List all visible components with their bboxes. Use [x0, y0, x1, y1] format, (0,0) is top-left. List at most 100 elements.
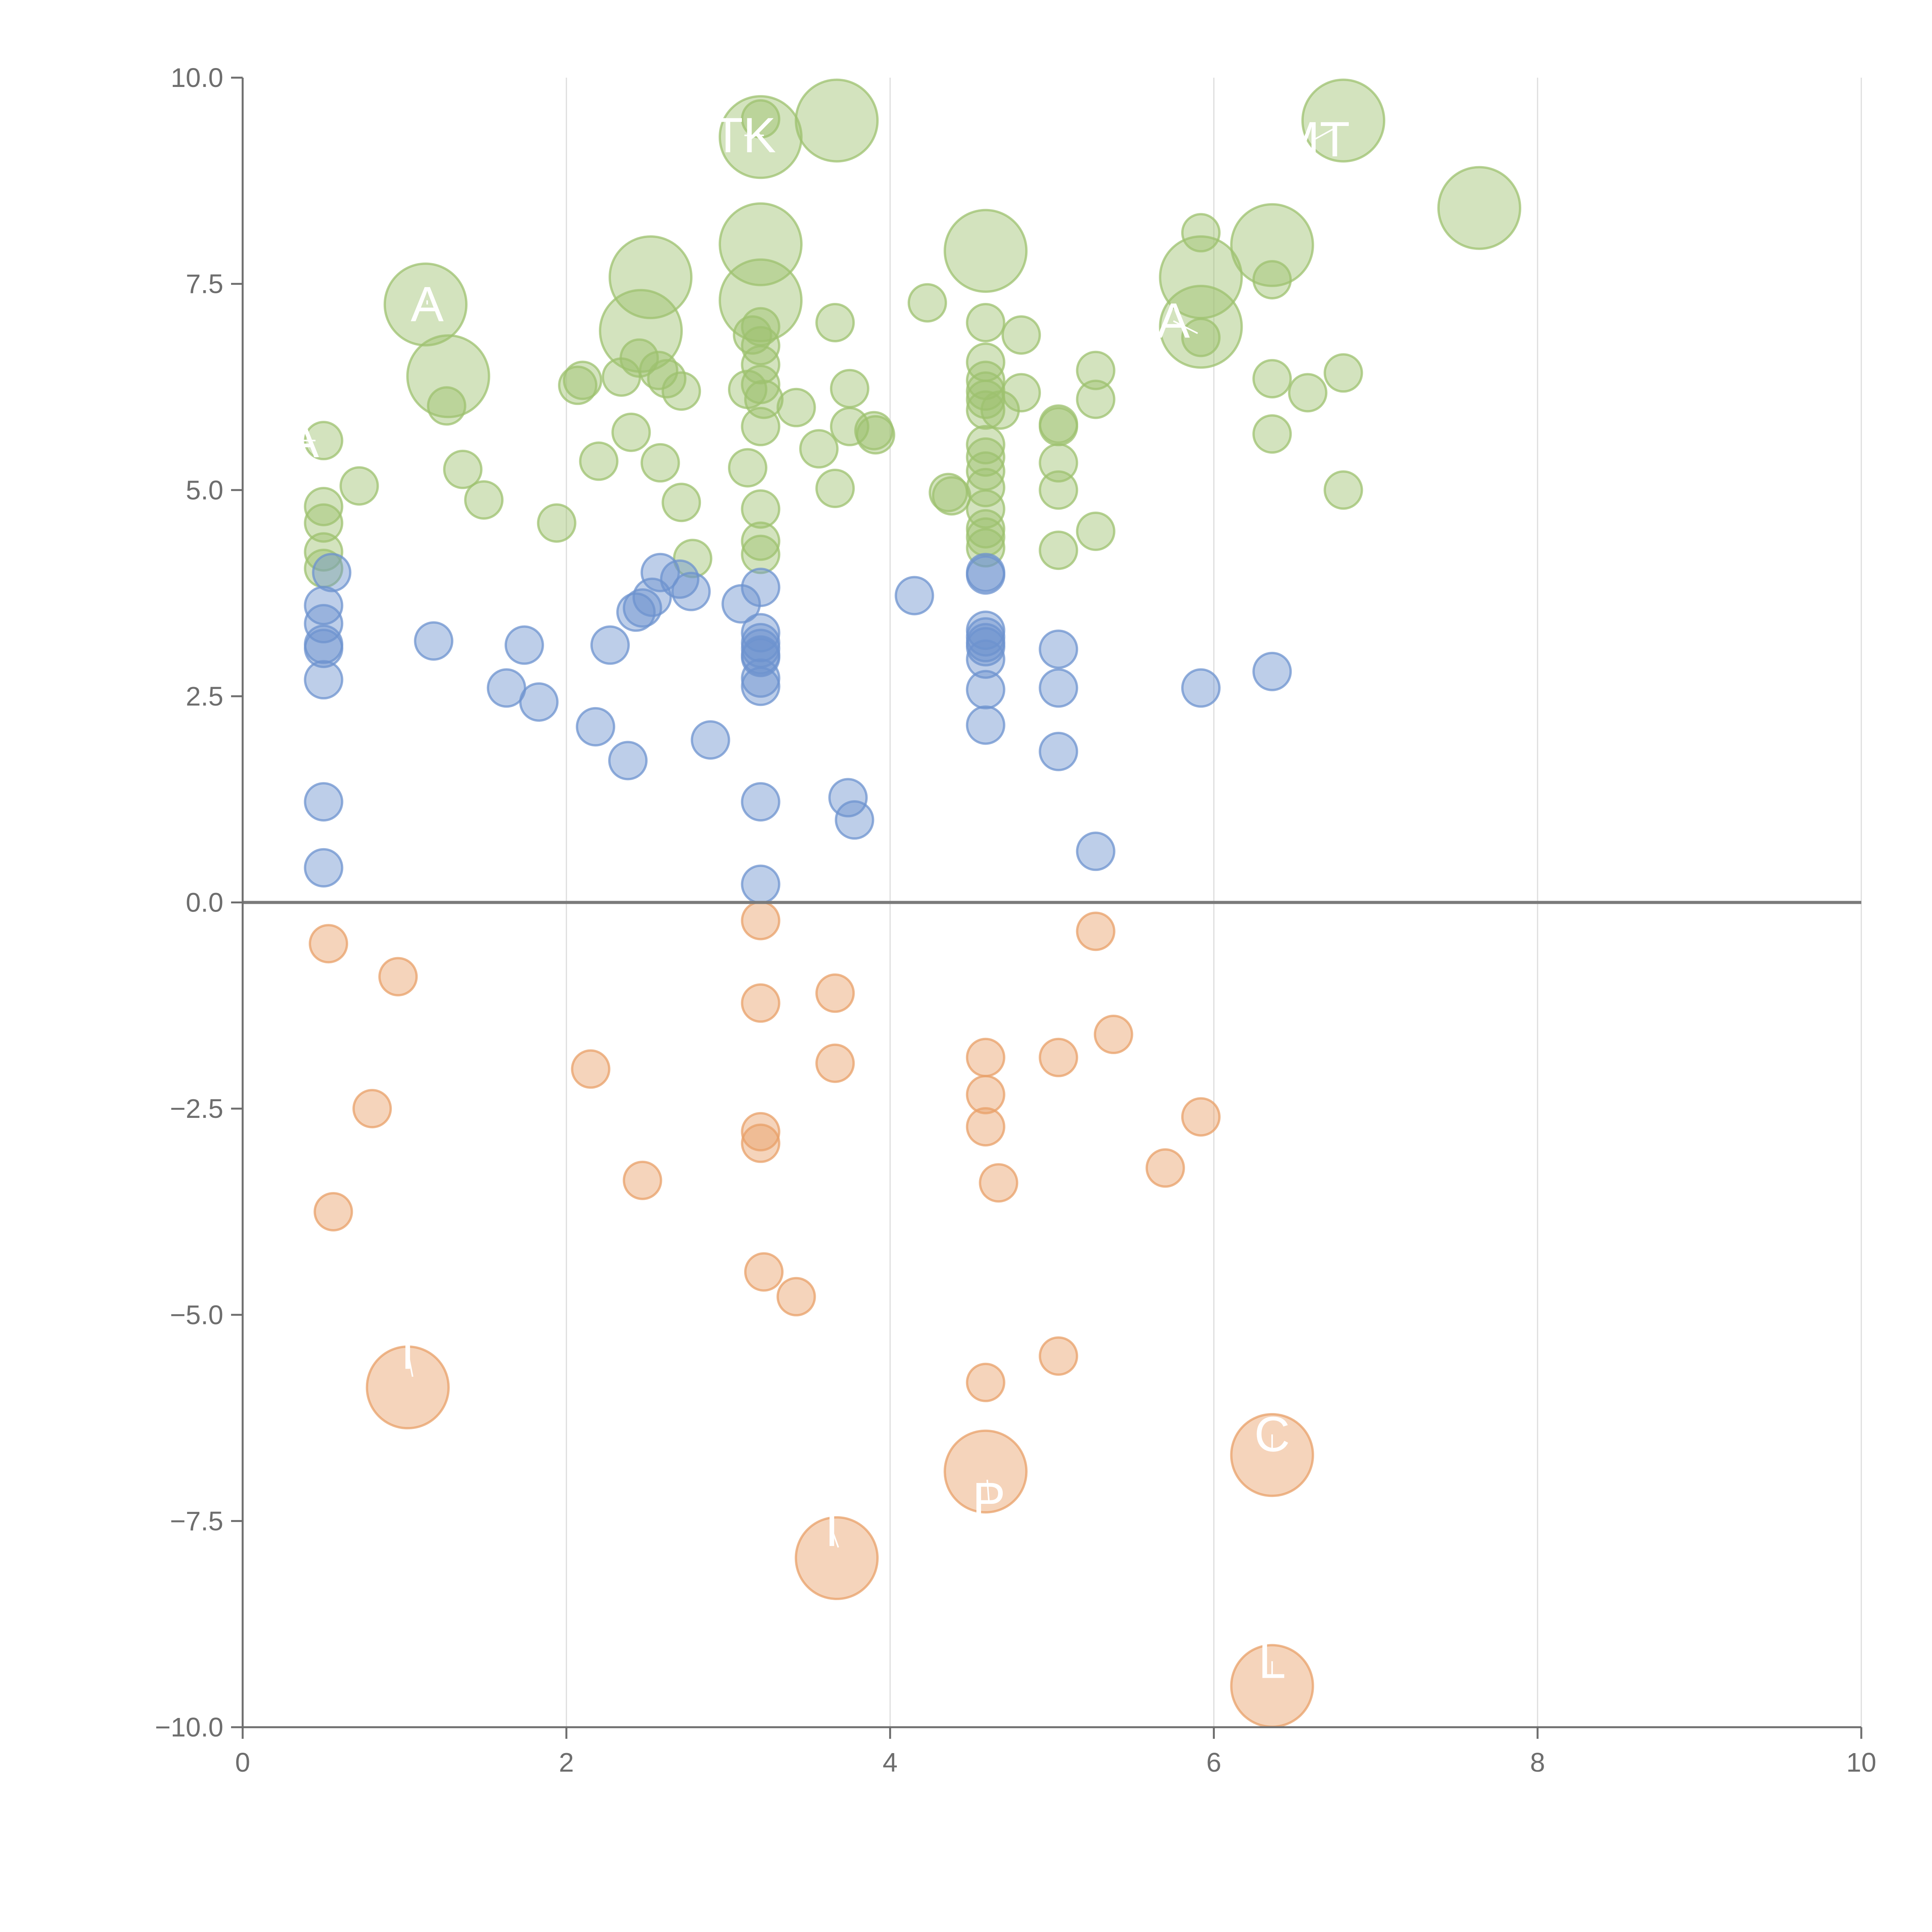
- bubble-blue-34: [835, 800, 874, 840]
- bubble-orange-26: [1145, 1148, 1185, 1188]
- bubble-green-7: [406, 334, 490, 418]
- y-tick-label-2: 5.0: [186, 475, 223, 505]
- bubble-green-55: [966, 303, 1005, 342]
- bubble-green-6: [383, 262, 468, 347]
- bubble-blue-47: [1039, 731, 1078, 771]
- bubble-green-75: [1039, 470, 1078, 510]
- bubble-orange-6: [622, 1160, 662, 1200]
- bubble-blue-4: [304, 629, 344, 668]
- bubble-green-3: [304, 532, 344, 572]
- bubble-green-37: [741, 406, 781, 446]
- bubble-green-50: [855, 415, 895, 455]
- bubble-green-88: [1288, 373, 1328, 413]
- bubble-green-5: [339, 466, 379, 506]
- bubble-green-11: [537, 503, 577, 543]
- bubble-orange-1: [378, 957, 418, 997]
- bubble-green-23: [662, 371, 701, 411]
- bubble-orange-14: [815, 1043, 855, 1083]
- bubble-orange-24: [1076, 912, 1116, 951]
- y-tick-label-6: −5.0: [170, 1300, 223, 1330]
- bubble-blue-15: [616, 592, 656, 632]
- x-tick-label-2: 4: [883, 1747, 898, 1777]
- annotation-label-1: MT: [1279, 112, 1350, 167]
- y-tick-label-3: 2.5: [186, 681, 223, 711]
- bubble-green-44: [815, 303, 855, 342]
- bubble-blue-31: [741, 782, 781, 822]
- bubble-blue-46: [1039, 668, 1078, 708]
- bubble-orange-11: [744, 1252, 784, 1292]
- bubble-green-90: [1323, 353, 1363, 393]
- bubble-blue-21: [690, 720, 730, 760]
- bubble-blue-20: [671, 571, 711, 611]
- bubble-green-9: [443, 449, 483, 489]
- bubble-orange-3: [313, 1192, 353, 1231]
- bubble-blue-7: [304, 848, 344, 888]
- bubble-green-27: [718, 95, 803, 179]
- bubble-green-13: [563, 361, 602, 400]
- bubble-orange-16: [966, 1037, 1005, 1077]
- bubble-green-46: [794, 78, 879, 163]
- x-tick-label-3: 6: [1206, 1747, 1221, 1777]
- bubble-orange-21: [944, 1429, 1028, 1514]
- annotation-leader-5: [407, 1352, 413, 1377]
- bubble-blue-33: [828, 778, 868, 818]
- bubble-blue-6: [304, 782, 344, 822]
- bubble-blue-42: [966, 639, 1005, 679]
- bubble-orange-7: [741, 901, 781, 940]
- bubble-green-66: [966, 489, 1005, 529]
- bubble-blue-23: [741, 568, 781, 607]
- bubble-green-41: [741, 534, 781, 574]
- bubble-green-42: [776, 388, 816, 427]
- bubble-green-2: [304, 503, 344, 543]
- bubble-green-8: [427, 386, 466, 426]
- y-tick-label-7: −7.5: [170, 1506, 223, 1536]
- bubble-blue-44: [966, 705, 1005, 745]
- bubble-blue-43: [966, 670, 1005, 709]
- bubble-green-91: [1323, 470, 1363, 510]
- bubble-green-51: [907, 283, 947, 323]
- annotation-leader-6: [831, 1529, 839, 1548]
- bubble-green-63: [966, 437, 1005, 477]
- bubble-green-87: [1252, 414, 1292, 454]
- bubble-blue-5: [304, 660, 344, 700]
- bubble-blue-17: [632, 577, 672, 617]
- bubble-orange-20: [966, 1362, 1005, 1402]
- bubble-blue-48: [1076, 832, 1116, 871]
- bubble-orange-25: [1094, 1015, 1133, 1054]
- bubble-orange-28: [1230, 1413, 1314, 1497]
- bubble-green-80: [1181, 213, 1221, 253]
- y-tick-label-0: 10.0: [171, 63, 223, 93]
- bubble-orange-18: [966, 1107, 1005, 1147]
- bubbles: [304, 78, 1521, 1728]
- annotation-label-7: P: [972, 1473, 1005, 1528]
- bubble-green-33: [741, 345, 781, 384]
- bubble-green-84: [1230, 203, 1314, 287]
- bubble-blue-0: [312, 553, 352, 592]
- bubble-blue-11: [519, 682, 559, 722]
- bubble-blue-29: [741, 658, 781, 698]
- bubble-green-74: [1039, 443, 1078, 483]
- bubble-orange-15: [794, 1516, 879, 1600]
- bubble-green-92: [1437, 166, 1521, 250]
- bubble-blue-28: [741, 638, 781, 677]
- bubble-green-17: [611, 412, 651, 452]
- annotation-label-5: T: [393, 1324, 423, 1379]
- annotation-label-3: A: [1157, 293, 1190, 349]
- bubble-green-86: [1252, 359, 1292, 399]
- annotation-label-8: C: [1254, 1407, 1290, 1462]
- bubble-blue-50: [1252, 651, 1292, 691]
- x-tick-label-4: 8: [1530, 1747, 1545, 1777]
- bubble-green-10: [464, 480, 504, 520]
- annotation-leader-1: [1314, 128, 1334, 140]
- x-tick-label-1: 2: [559, 1747, 574, 1777]
- bubble-green-48: [830, 406, 869, 446]
- bubble-green-1: [304, 486, 344, 526]
- bubble-blue-49: [1181, 668, 1221, 708]
- bubble-green-70: [1001, 315, 1041, 355]
- bubble-blue-37: [966, 555, 1005, 595]
- annotation-label-2: A: [411, 277, 444, 332]
- bubble-blue-41: [966, 627, 1005, 667]
- bubble-green-22: [640, 443, 680, 483]
